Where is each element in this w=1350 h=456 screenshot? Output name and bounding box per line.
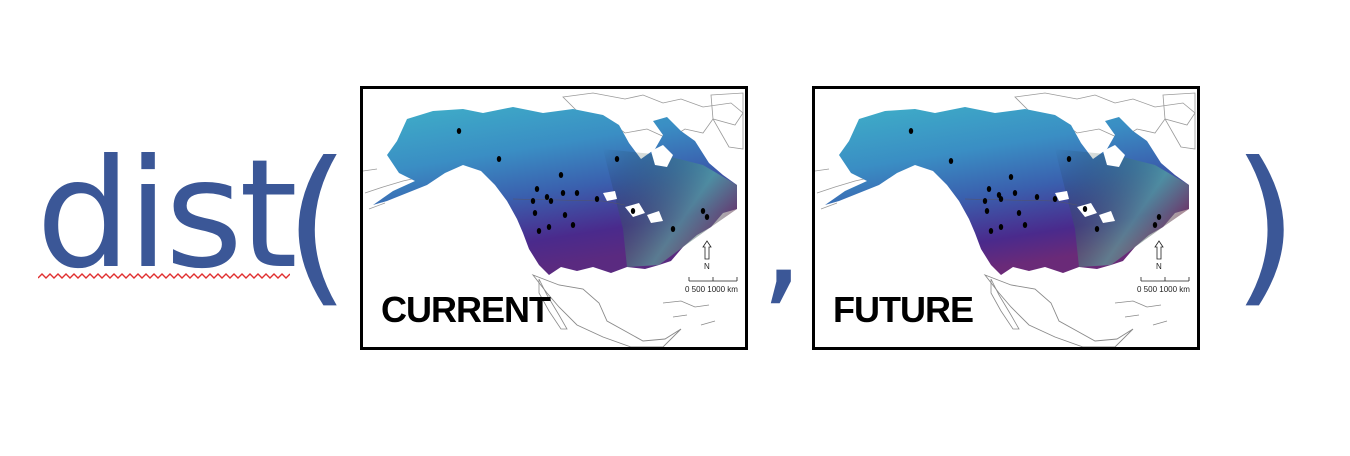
occurrence-dot xyxy=(998,196,1004,202)
occurrence-dot xyxy=(1016,210,1022,216)
occurrence-dot xyxy=(948,158,954,164)
occurrence-dot xyxy=(998,224,1004,230)
occurrence-dot xyxy=(530,198,536,204)
arctic-islands-outline xyxy=(562,92,744,140)
baja-outline xyxy=(990,278,1020,330)
occurrence-dot xyxy=(574,190,580,196)
hudson-bay-hole xyxy=(1103,145,1125,167)
svg-text:0 500 1000 km: 0 500 1000 km xyxy=(1137,285,1190,294)
occurrence-dot xyxy=(988,228,994,234)
border-line xyxy=(512,198,626,206)
occurrence-dot xyxy=(534,186,540,192)
north-arrow: N xyxy=(702,240,712,271)
occurrence-dot xyxy=(704,214,710,220)
occurrence-dot xyxy=(560,190,566,196)
occurrence-dot xyxy=(1094,226,1100,232)
occurrence-dot xyxy=(630,208,636,214)
occurrence-dot xyxy=(570,222,576,228)
occurrence-dot xyxy=(700,208,706,214)
occurrence-dot xyxy=(1082,206,1088,212)
caribbean-outline xyxy=(662,300,716,326)
occurrence-dot xyxy=(1008,174,1014,180)
map-svg: N 0 500 1000 km xyxy=(815,92,1196,347)
occurrence-dot xyxy=(982,198,988,204)
occurrence-dot xyxy=(986,186,992,192)
occurrence-dot xyxy=(670,226,676,232)
occurrence-dot xyxy=(614,156,620,162)
eastern-tint xyxy=(603,149,737,267)
occurrence-dot xyxy=(548,198,554,204)
svg-text:N: N xyxy=(704,262,710,271)
mexico-outline xyxy=(983,273,1134,347)
panel-label-future: FUTURE xyxy=(833,289,974,330)
open-parenthesis: ( xyxy=(284,126,351,324)
occurrence-dot xyxy=(1152,222,1158,228)
occurrence-dot xyxy=(1022,222,1028,228)
occurrence-dot xyxy=(1012,190,1018,196)
scale-bar: 0 500 1000 km xyxy=(685,277,738,294)
spellcheck-underline xyxy=(38,273,290,279)
function-name: dist xyxy=(36,128,298,302)
mexico-outline xyxy=(531,273,682,347)
svg-text:0 500 1000 km: 0 500 1000 km xyxy=(685,285,738,294)
greenland-outline xyxy=(1162,92,1196,150)
argument-separator: , xyxy=(760,158,805,321)
occurrence-dot xyxy=(562,212,568,218)
occurrence-dot xyxy=(1034,194,1040,200)
baja-outline xyxy=(538,278,568,330)
panel-label-current: CURRENT xyxy=(381,289,551,330)
occurrence-points xyxy=(456,128,710,234)
future-distribution-map: N 0 500 1000 km FUTURE xyxy=(812,86,1200,350)
scale-bar: 0 500 1000 km xyxy=(1137,277,1190,294)
great-lakes xyxy=(603,191,663,223)
occurrence-points xyxy=(908,128,1162,234)
occurrence-dot xyxy=(496,156,502,162)
svg-text:N: N xyxy=(1156,262,1162,271)
occurrence-dot xyxy=(1066,156,1072,162)
occurrence-dot xyxy=(536,228,542,234)
eastern-tint xyxy=(1055,149,1189,267)
greenland-outline xyxy=(710,92,744,150)
current-distribution-map: N 0 500 1000 km CURRENT xyxy=(360,86,748,350)
occurrence-dot xyxy=(532,210,538,216)
occurrence-dot xyxy=(594,196,600,202)
occurrence-dot xyxy=(546,224,552,230)
arctic-islands-outline xyxy=(1014,92,1196,140)
occurrence-dot xyxy=(558,172,564,178)
occurrence-dot xyxy=(456,128,462,134)
occurrence-dot xyxy=(1052,196,1058,202)
north-arrow: N xyxy=(1154,240,1164,271)
map-svg: N 0 500 1000 km xyxy=(363,92,744,347)
close-parenthesis: ) xyxy=(1232,126,1299,324)
occurrence-dot xyxy=(544,194,550,200)
hudson-bay-hole xyxy=(651,145,673,167)
occurrence-dot xyxy=(908,128,914,134)
caribbean-outline xyxy=(1114,300,1168,326)
occurrence-dot xyxy=(984,208,990,214)
occurrence-dot xyxy=(1156,214,1162,220)
